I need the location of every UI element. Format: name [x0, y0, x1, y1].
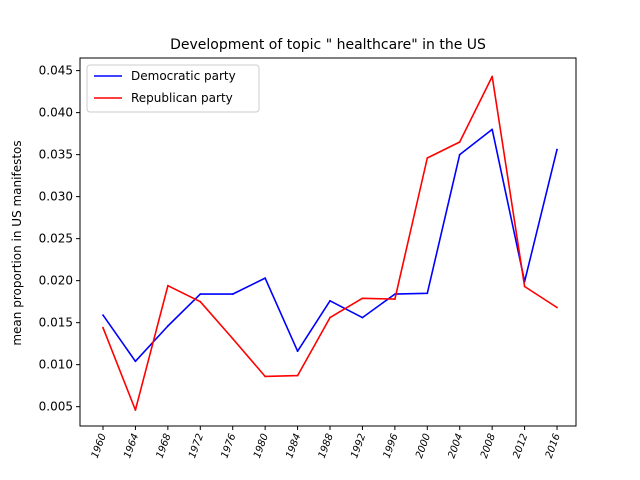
- data-point: [556, 306, 558, 309]
- data-point: [166, 284, 169, 287]
- data-point: [199, 293, 202, 295]
- y-tick-label: 0.020: [39, 274, 73, 288]
- data-point: [426, 292, 429, 295]
- data-point: [231, 293, 234, 295]
- series-layer: [102, 75, 558, 411]
- data-point: [134, 360, 137, 363]
- y-tick-label: 0.025: [39, 232, 73, 246]
- y-axis-label: mean proportion in US manifestos: [10, 140, 24, 345]
- data-point: [264, 375, 267, 378]
- legend-entry: Republican party: [131, 91, 233, 105]
- data-point: [458, 141, 461, 143]
- y-tick-label: 0.010: [39, 358, 73, 372]
- data-point: [458, 153, 461, 156]
- data-point: [361, 297, 364, 300]
- data-point: [264, 277, 267, 280]
- y-tick-label: 0.040: [39, 106, 73, 120]
- data-point: [361, 316, 364, 319]
- legend-box: [86, 64, 260, 113]
- data-point: [426, 157, 429, 159]
- data-point: [199, 300, 202, 303]
- data-point: [393, 298, 396, 301]
- legend: Democratic party Republican party: [86, 64, 260, 113]
- y-tick-label: 0.005: [39, 400, 73, 414]
- data-point: [102, 326, 104, 329]
- y-tick-label: 0.045: [39, 64, 73, 78]
- data-point: [134, 409, 137, 411]
- data-point: [329, 299, 331, 302]
- data-point: [296, 374, 299, 377]
- plot-frame: [79, 57, 577, 427]
- legend-entry: Democratic party: [131, 69, 236, 83]
- y-tick-label: 0.030: [39, 190, 73, 204]
- chart-title: Development of topic " healthcare" in th…: [170, 37, 486, 53]
- data-point: [556, 148, 558, 151]
- y-tick-label: 0.035: [39, 148, 73, 162]
- data-point: [491, 128, 494, 131]
- data-point: [523, 285, 526, 288]
- y-axis: 0.005 0.010 0.015 0.020 0.025 0.030 0.035 0.040…: [39, 64, 80, 414]
- data-point: [329, 316, 331, 319]
- data-point: [166, 325, 169, 327]
- data-point: [296, 350, 299, 353]
- data-point: [231, 337, 234, 340]
- data-point: [102, 314, 104, 316]
- y-tick-label: 0.015: [39, 316, 73, 330]
- data-point: [491, 75, 494, 78]
